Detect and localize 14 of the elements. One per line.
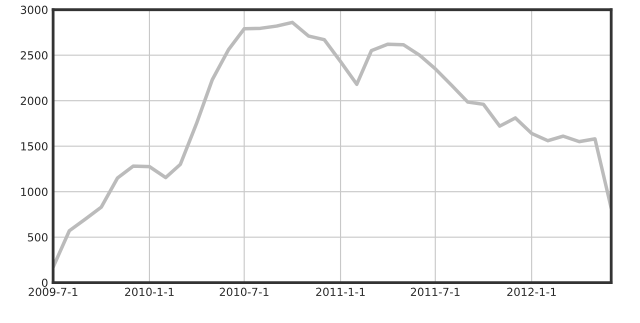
x-tick-label: 2012-1-1 <box>507 288 556 296</box>
y-tick-label: 1500 <box>21 142 48 151</box>
line-series <box>53 20 612 269</box>
y-tick-label: 2000 <box>20 96 48 106</box>
y-tick-label: 3000 <box>20 6 48 14</box>
x-tick-label: 2009-7-1 <box>28 288 78 296</box>
x-tick-label: 2011-7-1 <box>410 288 460 296</box>
y-tick-label: 0 <box>42 278 48 288</box>
y-tick-label: 1000 <box>21 188 48 196</box>
x-tick-label: 2010-1-1 <box>125 288 174 296</box>
x-tick-label: 2010-7-1 <box>220 288 268 296</box>
x-tick-label: 2011-1-1 <box>316 288 365 296</box>
y-tick-label: 500 <box>28 233 48 242</box>
y-tick-label: 2500 <box>20 51 48 60</box>
